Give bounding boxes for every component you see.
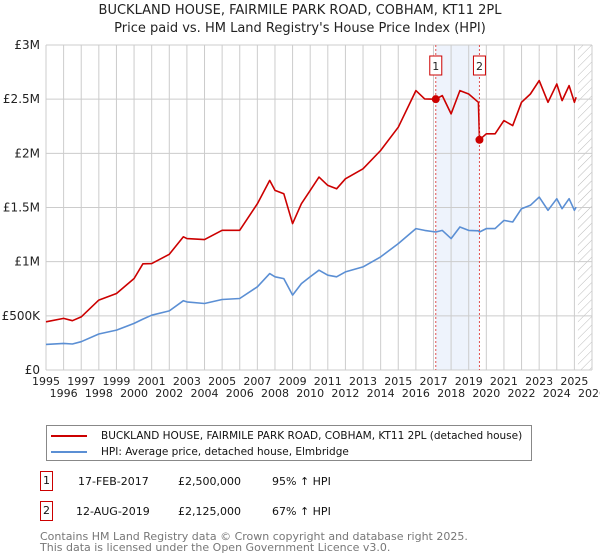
x-tick-label: 2006	[226, 387, 254, 400]
x-tick-label: 1997	[67, 375, 95, 388]
property-price-line	[45, 79, 577, 323]
y-tick-label: £1M	[14, 255, 40, 269]
x-tick-label: 1995	[32, 375, 60, 388]
sale-point	[431, 95, 440, 104]
x-tick-label: 2008	[261, 387, 289, 400]
sale-label: 1	[432, 60, 439, 73]
legend-swatch-red	[51, 435, 87, 437]
y-tick-label: £0	[25, 363, 40, 377]
sale-label-box	[472, 55, 486, 76]
x-tick-label: 2014	[367, 387, 395, 400]
sale-point	[475, 135, 484, 144]
sale-label-box	[429, 55, 443, 76]
x-tick-label: 2026	[578, 387, 600, 400]
footer-licence: This data is licensed under the Open Gov…	[40, 541, 391, 554]
transaction-date: 12-AUG-2019	[76, 505, 150, 518]
x-tick-label: 2020	[472, 387, 500, 400]
legend: BUCKLAND HOUSE, FAIRMILE PARK ROAD, COBH…	[46, 425, 532, 461]
x-tick-label: 2021	[490, 375, 518, 388]
x-tick-label: 2002	[155, 387, 183, 400]
x-tick-label: 2011	[314, 375, 342, 388]
x-tick-label: 2012	[331, 387, 359, 400]
x-tick-label: 2009	[279, 375, 307, 388]
footer-copyright: Contains HM Land Registry data © Crown c…	[40, 530, 468, 543]
transaction-date: 17-FEB-2017	[78, 475, 149, 488]
x-tick-label: 2017	[419, 375, 447, 388]
x-tick-label: 2024	[543, 387, 571, 400]
transaction-price: £2,500,000	[178, 475, 241, 488]
chart-subtitle: Price paid vs. HM Land Registry's House …	[114, 21, 486, 36]
transaction-badge: 2	[40, 501, 53, 521]
legend-item-property: BUCKLAND HOUSE, FAIRMILE PARK ROAD, COBH…	[51, 430, 522, 442]
x-tick-label: 2025	[560, 375, 588, 388]
x-tick-label: 2018	[437, 387, 465, 400]
x-tick-label: 2007	[243, 375, 271, 388]
x-tick-label: 2003	[173, 375, 201, 388]
y-tick-label: £1.5M	[3, 201, 40, 215]
x-tick-label: 2016	[402, 387, 430, 400]
legend-label: BUCKLAND HOUSE, FAIRMILE PARK ROAD, COBH…	[101, 430, 523, 442]
x-tick-label: 1998	[85, 387, 113, 400]
x-tick-label: 2001	[138, 375, 166, 388]
x-tick-label: 2015	[384, 375, 412, 388]
legend-swatch-blue	[51, 451, 87, 453]
x-tick-label: 2000	[120, 387, 148, 400]
y-tick-label: £2.5M	[3, 92, 40, 106]
x-tick-label: 2005	[208, 375, 236, 388]
transaction-hpi: 95% ↑ HPI	[272, 475, 331, 488]
transaction-price: £2,125,000	[178, 505, 241, 518]
x-tick-label: 2013	[349, 375, 377, 388]
x-tick-label: 2022	[508, 387, 536, 400]
hpi-line	[45, 196, 577, 346]
x-tick-label: 1999	[102, 375, 130, 388]
legend-label: HPI: Average price, detached house, Elmb…	[101, 446, 349, 458]
x-tick-label: 2019	[455, 375, 483, 388]
x-tick-label: 2023	[525, 375, 553, 388]
y-tick-label: £2M	[14, 146, 40, 160]
x-tick-label: 2010	[296, 387, 324, 400]
y-tick-label: £500K	[2, 309, 42, 323]
x-tick-label: 1996	[50, 387, 78, 400]
transaction-badge: 1	[40, 471, 53, 491]
footer: Contains HM Land Registry data © Crown c…	[40, 531, 468, 553]
sale-label: 2	[476, 60, 483, 73]
chart-title: BUCKLAND HOUSE, FAIRMILE PARK ROAD, COBH…	[98, 3, 502, 18]
transaction-hpi: 67% ↑ HPI	[272, 505, 331, 518]
y-tick-label: £3M	[14, 38, 40, 52]
legend-item-hpi: HPI: Average price, detached house, Elmb…	[51, 446, 349, 458]
x-tick-label: 2004	[191, 387, 219, 400]
price-chart: 1995199619971998199920002001200220032004…	[2, 38, 600, 400]
